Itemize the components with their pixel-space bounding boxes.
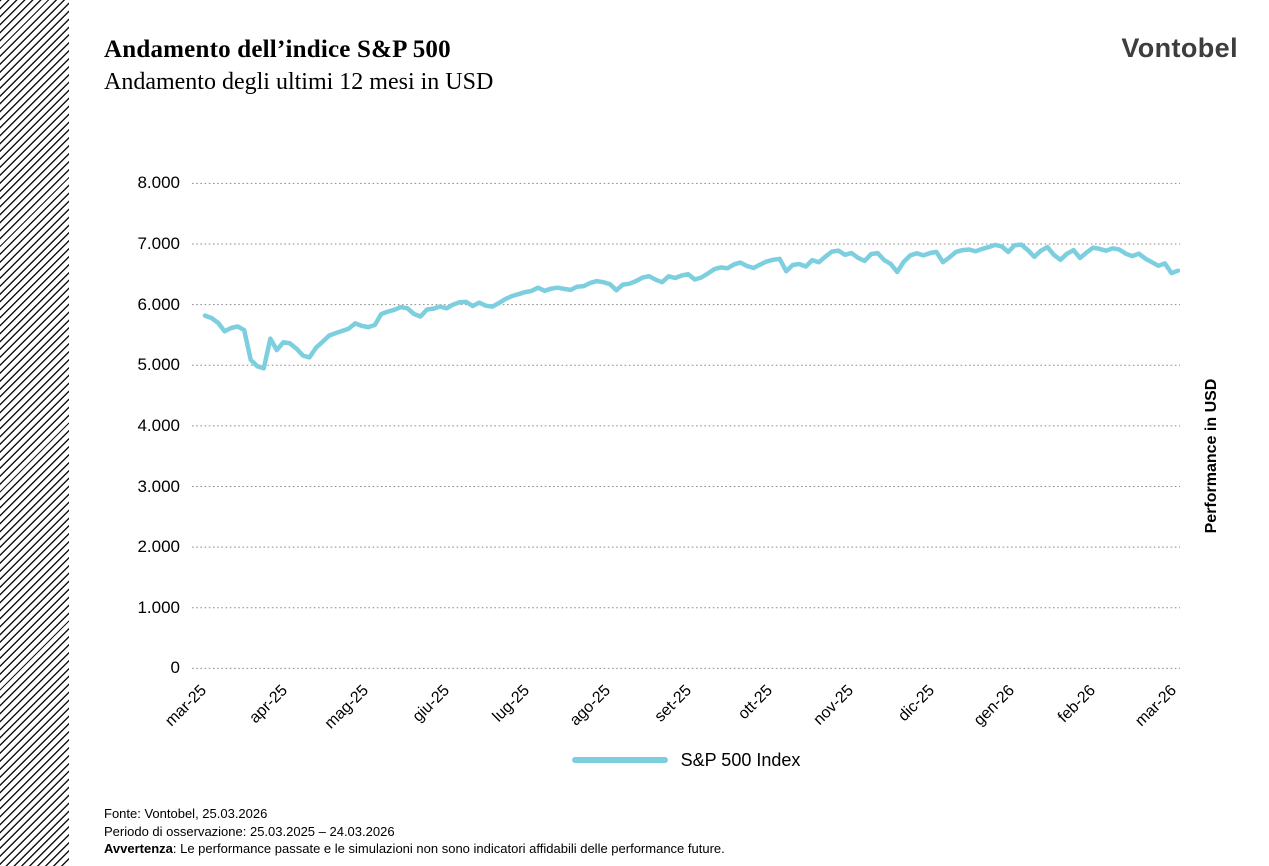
y-axis-tick-label: 6.000 [137, 295, 180, 314]
x-axis-tick-label: apr-25 [246, 682, 291, 727]
x-axis-tick-label: mag-25 [321, 682, 372, 733]
y-axis-tick-label: 7.000 [137, 234, 180, 253]
x-axis-tick-label: nov-25 [810, 682, 857, 729]
chart-footnotes: Fonte: Vontobel, 25.03.2026 Periodo di o… [104, 805, 725, 858]
disclaimer-note: Avvertenza: Le performance passate e le … [104, 840, 725, 858]
x-axis-tick-label: feb-26 [1055, 682, 1100, 727]
disclaimer-label: Avvertenza [104, 841, 173, 856]
sp500-line-chart [192, 182, 1180, 669]
y-axis-tick-label: 8.000 [137, 173, 180, 192]
x-axis-tick-label: ott-25 [734, 682, 776, 723]
decorative-hatch-band [0, 0, 69, 866]
y-axis-tick-label: 3.000 [137, 477, 180, 496]
legend-series-label: S&P 500 Index [680, 749, 801, 770]
vontobel-logo: Vontobel [1121, 33, 1238, 63]
x-axis-tick-label: giu-25 [409, 682, 453, 726]
page-title: Andamento dell’indice S&P 500 [104, 36, 451, 63]
y-axis-right-title: Performance in USD [1203, 378, 1220, 534]
y-axis-tick-label: 2.000 [137, 537, 180, 556]
disclaimer-text: : Le performance passate e le simulazion… [172, 841, 725, 856]
y-axis-tick-label: 1.000 [137, 598, 180, 617]
page-subtitle: Andamento degli ultimi 12 mesi in USD [104, 69, 494, 95]
x-axis-tick-label: mar-26 [1132, 682, 1181, 730]
x-axis-tick-label: lug-25 [489, 682, 534, 726]
y-axis-tick-label: 0 [170, 658, 180, 677]
y-axis-tick-label: 4.000 [137, 416, 180, 435]
x-axis-tick-label: mar-25 [162, 682, 211, 730]
observation-period-note: Periodo di osservazione: 25.03.2025 – 24… [104, 823, 395, 839]
x-axis-tick-label: dic-25 [894, 682, 938, 725]
y-axis-labels: 0 1.000 2.000 3.000 4.000 5.000 6.000 7.000 8.00… [90, 170, 180, 677]
x-axis-tick-label: gen-26 [971, 682, 1019, 730]
sp500-series-line [202, 242, 1180, 371]
x-axis-tick-label: ago-25 [566, 682, 615, 730]
x-axis-tick-label: set-25 [651, 682, 696, 726]
source-note: Fonte: Vontobel, 25.03.2026 [104, 806, 268, 821]
legend-line-swatch [571, 757, 668, 763]
y-axis-tick-label: 5.000 [137, 355, 180, 374]
chart-legend: S&P 500 Index [192, 748, 1180, 772]
